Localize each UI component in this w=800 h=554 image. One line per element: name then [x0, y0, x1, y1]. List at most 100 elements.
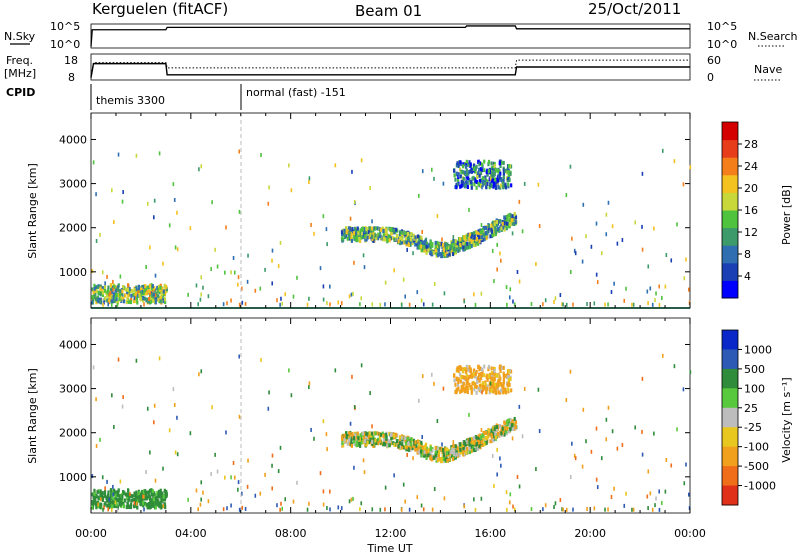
echo-mark	[446, 458, 449, 463]
echo-mark	[134, 286, 137, 291]
echo-mark	[412, 438, 415, 443]
echo-mark	[444, 252, 447, 257]
echo-mark	[499, 225, 502, 230]
scatter-mark	[572, 302, 574, 307]
echo-mark	[513, 221, 516, 226]
velocity-colorbar-label: Velocity [m s⁻¹]	[780, 377, 793, 462]
scatter-mark	[596, 280, 599, 285]
echo-mark	[139, 501, 142, 506]
cpid-segment-1: normal (fast) -151	[246, 86, 346, 99]
echo-mark	[434, 445, 437, 450]
scatter-mark	[530, 302, 533, 307]
date-title: 25/Oct/2011	[588, 0, 681, 18]
echo-mark	[141, 296, 145, 301]
scatter-mark	[360, 158, 363, 163]
echo-mark	[507, 224, 511, 229]
echo-mark	[145, 291, 148, 296]
echo-mark	[483, 168, 486, 173]
echo-mark	[500, 382, 503, 387]
echo-mark	[146, 490, 149, 495]
echo-mark	[421, 448, 424, 453]
echo-mark	[464, 164, 468, 169]
echo-mark	[481, 381, 484, 386]
scatter-mark	[259, 491, 262, 496]
scatter-mark	[404, 294, 407, 299]
echo-mark	[505, 375, 509, 380]
echo-mark	[483, 237, 486, 242]
scatter-mark	[306, 507, 309, 512]
scatter-mark	[443, 496, 446, 501]
scatter-mark	[306, 302, 309, 307]
echo-mark	[453, 373, 456, 378]
echo-mark	[468, 169, 471, 174]
scatter-mark	[458, 378, 460, 383]
echo-mark	[405, 234, 408, 239]
echo-mark	[442, 453, 446, 458]
echo-mark	[133, 287, 136, 292]
echo-mark	[468, 446, 471, 451]
scatter-mark	[651, 302, 654, 307]
scatter-mark	[281, 506, 284, 511]
scatter-mark	[334, 368, 337, 373]
scatter-mark	[473, 497, 475, 502]
echo-mark	[93, 488, 96, 493]
echo-mark	[113, 299, 116, 304]
echo-mark	[507, 378, 510, 383]
echo-mark	[111, 299, 114, 304]
echo-mark	[165, 284, 168, 289]
scatter-mark	[478, 367, 480, 372]
scatter-mark	[276, 503, 278, 508]
echo-mark	[141, 501, 145, 506]
echo-mark	[405, 445, 409, 450]
scatter-mark	[310, 427, 312, 432]
scatter-mark	[195, 488, 198, 493]
echo-mark	[514, 425, 517, 430]
scatter-mark	[92, 160, 95, 165]
echo-mark	[470, 436, 473, 441]
echo-mark	[470, 180, 473, 185]
x-tick-label: 12:00	[375, 527, 407, 540]
echo-mark	[125, 290, 129, 295]
echo-mark	[124, 492, 127, 497]
scatter-mark	[513, 507, 516, 512]
echo-mark	[130, 288, 133, 293]
echo-mark	[501, 426, 504, 431]
echo-mark	[493, 368, 496, 373]
echo-mark	[151, 498, 154, 503]
echo-mark	[404, 439, 407, 444]
echo-mark	[492, 184, 495, 189]
echo-mark	[486, 435, 489, 440]
echo-mark	[484, 175, 487, 180]
scatter-mark	[280, 296, 282, 301]
echo-mark	[429, 247, 432, 252]
echo-mark	[112, 500, 115, 505]
echo-mark	[466, 386, 469, 391]
echo-mark	[468, 177, 471, 182]
echo-mark	[502, 181, 505, 186]
power-frame	[90, 112, 691, 309]
power-x-ticks	[90, 113, 691, 308]
echo-mark	[139, 287, 143, 292]
echo-mark	[359, 238, 362, 243]
echo-mark	[363, 226, 367, 231]
scatter-mark	[600, 251, 603, 256]
scatter-mark	[351, 169, 353, 174]
echo-mark	[420, 248, 424, 253]
scatter-mark	[646, 494, 649, 499]
echo-mark	[444, 457, 447, 462]
echo-mark	[462, 367, 465, 372]
echo-mark	[460, 375, 463, 380]
scatter-mark	[290, 393, 293, 398]
scatter-mark	[512, 299, 514, 304]
echo-mark	[93, 286, 97, 291]
echo-mark	[415, 440, 418, 445]
scatter-mark	[605, 212, 608, 217]
echo-mark	[398, 435, 402, 440]
echo-mark	[420, 449, 423, 454]
echo-mark	[459, 389, 462, 394]
echo-mark	[467, 162, 470, 167]
scatter-mark	[509, 287, 512, 292]
echo-mark	[138, 497, 141, 502]
echo-mark	[451, 457, 455, 462]
